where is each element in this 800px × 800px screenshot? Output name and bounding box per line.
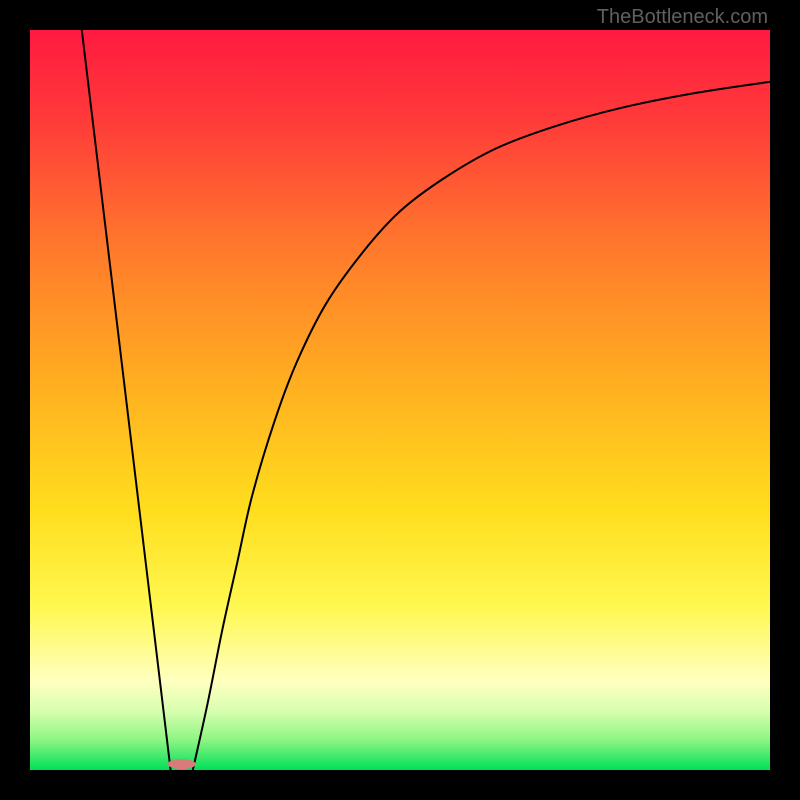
minimum-marker bbox=[168, 759, 196, 769]
chart-svg bbox=[0, 0, 800, 800]
bottleneck-chart: TheBottleneck.com bbox=[0, 0, 800, 800]
plot-background bbox=[30, 30, 770, 770]
